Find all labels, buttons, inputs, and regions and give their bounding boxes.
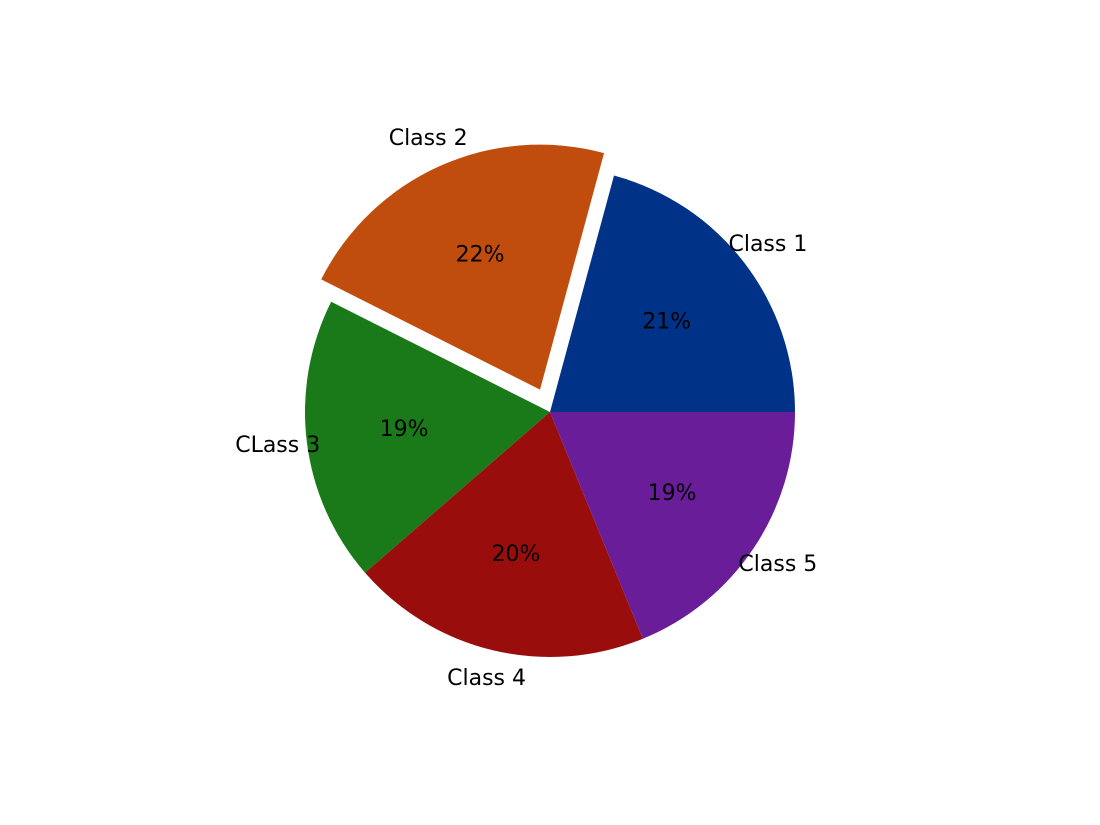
pie-chart: 21% Class 1 22% Class 2 19% CLass 3 20% Class 4…	[0, 0, 1100, 825]
pie-slice-label: Class 5	[738, 552, 817, 577]
pie-slice-label: CLass 3	[235, 433, 320, 458]
pie-slice-label: Class 4	[447, 666, 526, 691]
pie-pct-label: 21%	[642, 310, 691, 335]
pie-pct-label: 19%	[648, 481, 697, 506]
pie-pct-label: 20%	[492, 542, 541, 567]
pie-slice-label: Class 1	[728, 232, 807, 257]
pie-slice-label: Class 2	[389, 126, 468, 151]
pie-pct-label: 22%	[456, 242, 505, 267]
pie-pct-label: 19%	[380, 417, 429, 442]
